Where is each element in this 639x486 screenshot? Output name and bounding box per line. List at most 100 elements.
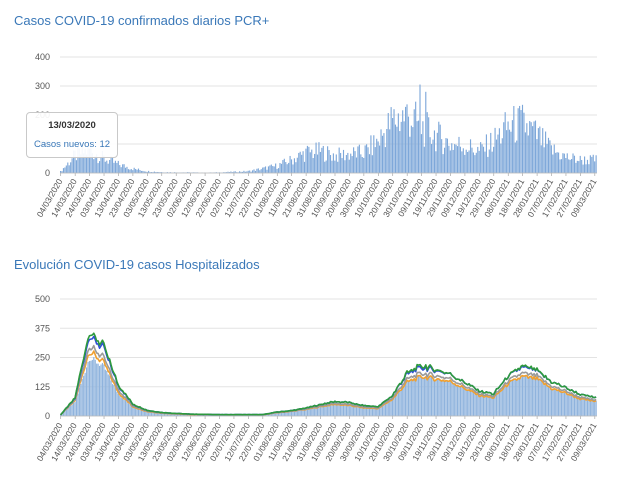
bar xyxy=(507,385,509,416)
y-tick-label: 125 xyxy=(35,382,50,392)
bar xyxy=(97,163,99,173)
bar xyxy=(254,170,257,173)
bar xyxy=(500,143,502,173)
bar xyxy=(130,169,132,173)
bar xyxy=(503,122,505,173)
bar xyxy=(162,413,164,416)
bar xyxy=(329,404,332,416)
chart-tooltip: 13/03/2020 Casos nuevos: 12 xyxy=(26,112,118,158)
bar xyxy=(65,409,67,416)
bar xyxy=(146,171,148,173)
bar xyxy=(370,135,372,173)
bar xyxy=(68,406,70,416)
bar xyxy=(338,404,340,416)
bar xyxy=(407,116,410,173)
bar xyxy=(81,144,83,173)
bar xyxy=(120,397,122,416)
bar xyxy=(340,152,342,173)
bar xyxy=(471,147,473,173)
bar xyxy=(549,140,551,173)
bar xyxy=(91,359,93,416)
bar xyxy=(262,167,264,173)
y-tick-label: 400 xyxy=(35,52,50,62)
bar xyxy=(227,171,229,173)
bar xyxy=(456,146,459,173)
bar xyxy=(571,394,573,416)
bar xyxy=(373,135,375,173)
bar xyxy=(142,410,144,416)
bar xyxy=(517,108,519,173)
bar xyxy=(377,408,379,416)
bar xyxy=(461,151,463,173)
bar xyxy=(74,402,76,416)
bar xyxy=(394,124,397,173)
bar xyxy=(526,375,528,416)
bar xyxy=(387,402,389,416)
bar xyxy=(123,399,125,416)
bar xyxy=(484,151,486,173)
bar xyxy=(148,170,150,173)
bar xyxy=(355,157,358,173)
bar xyxy=(94,156,96,173)
bar xyxy=(402,110,404,173)
bar xyxy=(316,154,319,173)
bar xyxy=(68,165,70,173)
bar xyxy=(503,387,505,416)
bar xyxy=(468,150,470,173)
bar xyxy=(334,403,336,416)
bar xyxy=(143,411,145,416)
bar xyxy=(67,408,69,416)
bar xyxy=(556,390,558,416)
bar xyxy=(306,408,309,416)
bar xyxy=(110,380,112,416)
bar xyxy=(433,130,436,173)
bar xyxy=(578,161,580,173)
bar xyxy=(80,383,82,416)
bar xyxy=(465,149,467,173)
bar xyxy=(368,408,371,416)
bar xyxy=(438,121,440,173)
bar xyxy=(367,147,369,173)
bar xyxy=(536,376,538,416)
bar xyxy=(324,161,326,173)
bar xyxy=(117,393,119,416)
bar xyxy=(393,397,395,416)
bar xyxy=(61,413,63,416)
bar xyxy=(429,375,431,416)
bar xyxy=(293,158,295,173)
bar xyxy=(452,149,454,173)
bar xyxy=(491,151,493,173)
tooltip-value: Casos nuevos: 12 xyxy=(34,139,111,150)
bar xyxy=(158,172,160,173)
bar xyxy=(328,150,330,173)
bar xyxy=(266,169,268,173)
bar xyxy=(322,406,324,416)
bar xyxy=(354,151,356,173)
bar xyxy=(260,169,262,173)
bar xyxy=(142,170,144,173)
bar xyxy=(409,136,411,173)
bar xyxy=(562,153,564,173)
bar xyxy=(560,392,563,416)
bar xyxy=(137,409,140,416)
bar xyxy=(410,379,412,416)
bar xyxy=(103,364,105,416)
bar xyxy=(129,403,131,416)
bar xyxy=(396,393,398,416)
bar xyxy=(459,386,462,416)
bar xyxy=(537,128,539,173)
bar xyxy=(516,380,518,416)
bar xyxy=(133,407,135,416)
bar xyxy=(296,157,298,173)
bar xyxy=(513,379,515,416)
bar xyxy=(324,405,326,416)
bar xyxy=(524,375,526,416)
bar xyxy=(116,391,118,416)
bar xyxy=(438,378,440,416)
bar xyxy=(75,160,78,173)
bar xyxy=(558,389,560,416)
bar xyxy=(344,404,346,416)
bar xyxy=(501,389,503,416)
bar xyxy=(325,160,327,173)
bar xyxy=(286,164,288,173)
